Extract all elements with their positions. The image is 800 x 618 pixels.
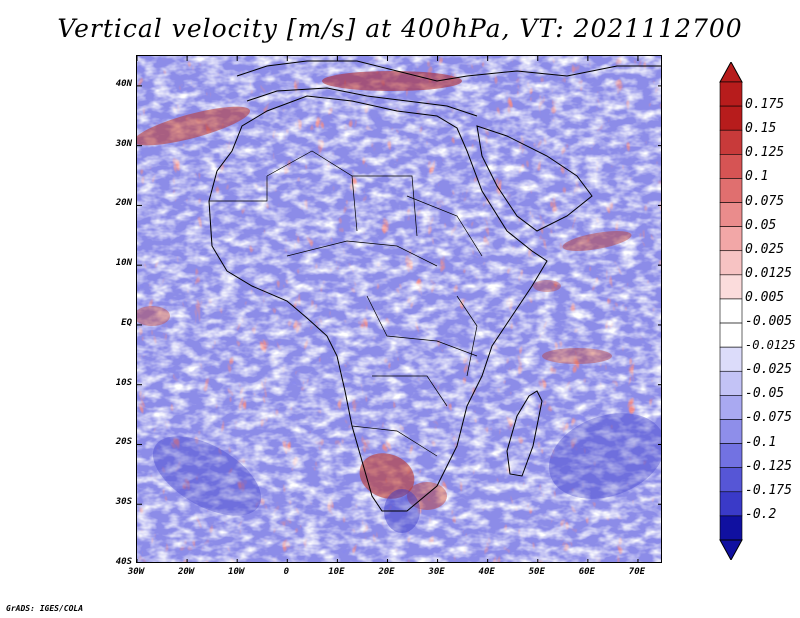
lon-tick-label: 30W [127, 567, 145, 577]
colorbar-segment [719, 467, 743, 493]
colorbar-level-label: 0.005 [745, 289, 785, 305]
lat-tick-label: EQ [121, 317, 132, 328]
colorbar-level-label: 0.15 [745, 121, 777, 137]
lon-tick-label: 20W [177, 567, 195, 577]
lat-tick-label: 30S [115, 497, 132, 508]
colorbar-segment [719, 226, 743, 252]
mediterranean-coastline [246, 87, 478, 117]
colorbar-level-label: -0.005 [745, 314, 792, 330]
lat-tick-label: 30N [115, 138, 132, 149]
field-hotspot [322, 71, 462, 91]
colorbar-top-arrow [719, 62, 743, 83]
colorbar-level-label: 0.05 [745, 217, 777, 233]
field-hotspot [137, 306, 170, 326]
colorbar-segment [719, 250, 743, 276]
arabian-coastline [476, 125, 593, 232]
colorbar-segment [719, 129, 743, 155]
colorbar-level-label: -0.05 [745, 386, 785, 402]
lon-tick-label: 10E [328, 567, 345, 577]
colorbar-segment [719, 202, 743, 227]
colorbar-level-label: -0.025 [745, 362, 792, 378]
colorbar-level-label: -0.125 [745, 458, 792, 474]
colorbar-segment [719, 274, 743, 300]
coastlines [208, 60, 661, 512]
europe-coastline [236, 60, 661, 82]
lat-tick-label: 40N [115, 78, 132, 89]
colorbar-segment [719, 395, 743, 420]
colorbar-level-label: 0.0125 [745, 265, 792, 281]
map-panel [136, 55, 662, 563]
lat-tick-label: 20S [115, 437, 132, 448]
colorbar-segment [719, 370, 743, 396]
lon-tick-label: 40E [478, 567, 495, 577]
colorbar-segment [719, 154, 743, 179]
colorbar-segment [719, 322, 743, 348]
colorbar-segment [719, 81, 743, 107]
lon-tick-label: 50E [528, 567, 545, 577]
velocity-field-map [137, 56, 661, 562]
madagascar-coastline [506, 390, 543, 477]
colorbar-segment [719, 443, 743, 468]
country-borders [209, 150, 483, 457]
axis-ticks [137, 56, 661, 562]
colorbar-segment [719, 515, 743, 541]
colorbar-bottom-arrow [719, 539, 743, 560]
colorbar-level-label: 0.075 [745, 193, 785, 209]
africa-coastline [208, 95, 548, 512]
colorbar-segment [719, 491, 743, 517]
colorbar-level-label: -0.1 [745, 434, 777, 450]
colorbar-level-label: -0.2 [745, 506, 777, 522]
footer-credit: GrADS: IGES/COLA [6, 604, 84, 613]
colorbar-segment [719, 419, 743, 444]
lat-tick-label: 10N [115, 258, 132, 269]
colorbar [719, 62, 743, 560]
field-hotspot [542, 348, 612, 364]
colorbar-level-label: 0.025 [745, 241, 785, 257]
field-hotspot [533, 280, 561, 292]
lon-tick-label: 70E [628, 567, 646, 577]
field-hotspot [152, 436, 262, 516]
field-hotspot [562, 231, 632, 251]
colorbar-level-label: -0.075 [745, 410, 792, 426]
field-hotspot [137, 106, 251, 146]
field-hotspot [548, 413, 661, 499]
colorbar-level-label: -0.175 [745, 482, 792, 498]
colorbar-level-label: 0.1 [745, 169, 769, 185]
colorbar-level-label: -0.0125 [745, 338, 796, 353]
map-title: Vertical velocity [m/s] at 400hPa, VT: 2… [57, 14, 743, 43]
colorbar-segment [719, 346, 743, 372]
lon-tick-label: 60E [578, 567, 595, 577]
lon-tick-label: 10W [228, 567, 245, 577]
lat-tick-label: 20N [115, 198, 132, 209]
colorbar-segment [719, 178, 743, 203]
lon-tick-label: 20E [378, 567, 395, 577]
field-hotspot [359, 453, 415, 499]
lat-tick-label: 10S [115, 377, 132, 388]
colorbar-level-label: 0.175 [745, 97, 785, 113]
lon-tick-label: 0 [283, 567, 289, 577]
lon-tick-label: 30E [428, 567, 445, 577]
lat-tick-label: 40S [115, 557, 132, 567]
colorbar-segment [719, 105, 743, 131]
colorbar-segment [719, 298, 743, 324]
colorbar-level-label: 0.125 [745, 145, 785, 161]
